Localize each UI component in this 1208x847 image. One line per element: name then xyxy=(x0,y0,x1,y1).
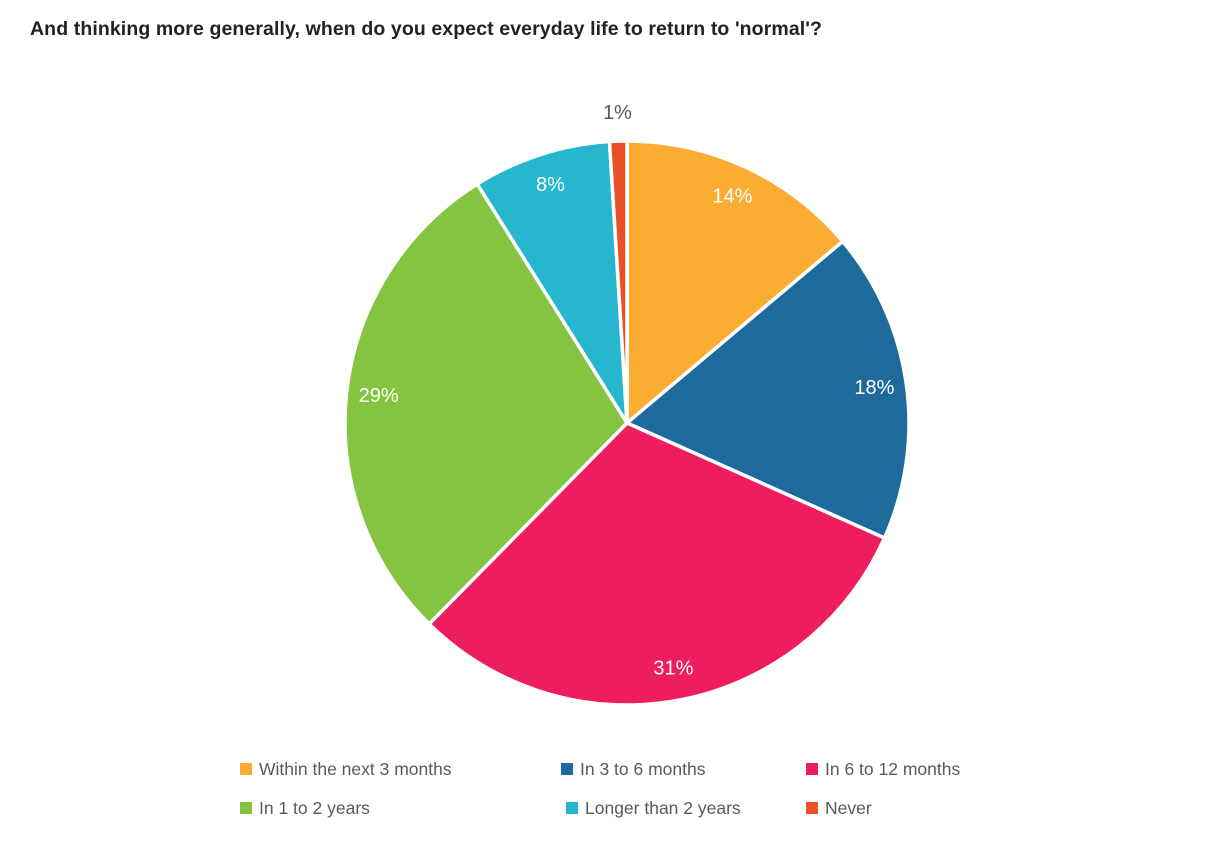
legend-item-label: In 3 to 6 months xyxy=(580,758,706,779)
legend-item-label: Never xyxy=(825,797,872,818)
chart-title: And thinking more generally, when do you… xyxy=(30,18,823,40)
pie-slice-in-1-to-2-years[interactable] xyxy=(343,182,629,626)
legend-item-in-3-to-6-months[interactable]: In 3 to 6 months xyxy=(561,757,706,781)
legend-swatch-icon xyxy=(561,763,573,775)
legend-item-in-1-to-2-years[interactable]: In 1 to 2 years xyxy=(240,796,370,820)
pie-slice-in-6-to-12-months[interactable] xyxy=(427,421,887,707)
legend-item-never[interactable]: Never xyxy=(806,796,872,820)
pie-value-label-never: 1% xyxy=(603,102,632,124)
legend-swatch-icon xyxy=(240,802,252,814)
legend-swatch-icon xyxy=(806,802,818,814)
legend-swatch-icon xyxy=(240,763,252,775)
legend-item-label: Longer than 2 years xyxy=(585,797,741,818)
pie-slice-never[interactable] xyxy=(607,139,629,425)
legend-item-label: In 1 to 2 years xyxy=(259,797,370,818)
legend-swatch-icon xyxy=(566,802,578,814)
legend-item-longer-than-2-years[interactable]: Longer than 2 years xyxy=(566,796,741,820)
legend-item-label: In 6 to 12 months xyxy=(825,758,961,779)
legend-item-within-the-next-3-months[interactable]: Within the next 3 months xyxy=(240,757,452,781)
legend-item-in-6-to-12-months[interactable]: In 6 to 12 months xyxy=(806,757,960,781)
legend-swatch-icon xyxy=(806,763,818,775)
pie-slice-in-3-to-6-months[interactable] xyxy=(625,239,911,540)
pie-slice-longer-than-2-years[interactable] xyxy=(475,139,629,425)
legend-item-label: Within the next 3 months xyxy=(259,758,452,779)
pie-slice-within-the-next-3-months[interactable] xyxy=(625,139,845,425)
